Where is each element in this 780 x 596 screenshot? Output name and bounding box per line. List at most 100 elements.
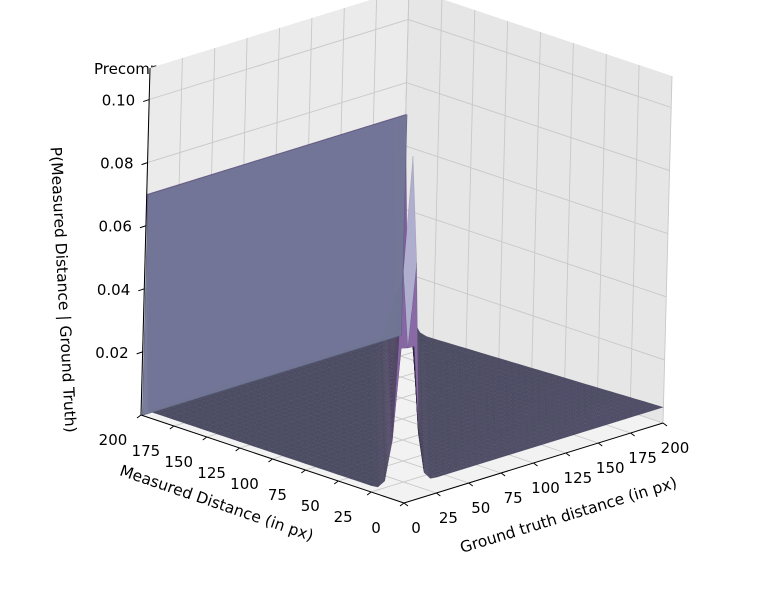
surface-patch <box>557 377 572 383</box>
surface-patch <box>355 386 370 392</box>
surface-patch <box>257 387 272 392</box>
surface-patch <box>317 432 332 437</box>
grid-line-z <box>149 19 672 108</box>
surface-patch <box>291 436 306 441</box>
surface-patch <box>564 387 579 393</box>
surface-patch <box>419 344 434 350</box>
surface-patch <box>316 411 332 416</box>
surface-patch <box>316 390 331 395</box>
surface-patch <box>369 420 384 429</box>
surface-patch <box>623 405 639 410</box>
surface-patch <box>219 416 234 421</box>
surface-patch <box>153 410 169 416</box>
x-tick <box>403 502 409 507</box>
surface-patch <box>245 429 260 434</box>
y-tick-label: 0 <box>371 519 381 537</box>
surface-patch <box>506 418 521 423</box>
surface-patch <box>558 433 574 438</box>
surface-patch <box>219 420 234 425</box>
surface-patch <box>370 460 385 471</box>
surface-patch <box>289 377 305 382</box>
surface-patch <box>206 428 221 434</box>
surface-patch <box>336 405 351 410</box>
x-tick <box>468 482 474 487</box>
surface-patch <box>368 384 383 392</box>
z-tick <box>141 162 148 166</box>
x-tick-label: 75 <box>504 489 523 507</box>
surface-patch <box>480 419 495 424</box>
surface-patch <box>244 408 260 413</box>
surface-patch <box>257 408 273 413</box>
surface-patch <box>571 425 587 430</box>
surface-patch <box>336 413 351 419</box>
surface-patch <box>367 355 383 362</box>
surface-patch <box>310 413 325 418</box>
surface-patch <box>565 419 580 424</box>
surface-patch <box>610 417 626 422</box>
surface-patch <box>532 410 547 415</box>
surface-patch <box>433 365 448 370</box>
surface-patch <box>173 417 188 423</box>
y-tick <box>366 491 372 496</box>
surface-patch <box>315 365 330 370</box>
surface-patch <box>330 457 346 463</box>
surface-patch <box>571 409 586 414</box>
surface-patch <box>443 469 457 474</box>
surface-patch <box>304 461 320 467</box>
surface-patch <box>584 401 599 406</box>
surface-patch <box>315 377 331 383</box>
surface-patch <box>257 383 272 388</box>
surface-patch <box>337 472 353 478</box>
z-tick <box>143 99 150 103</box>
surface-patch <box>278 440 293 445</box>
surface-patch <box>629 403 645 408</box>
surface-patch <box>564 383 579 389</box>
surface-patch <box>571 413 587 418</box>
surface-patch <box>369 444 384 454</box>
surface-patch <box>616 395 632 400</box>
surface-patch <box>570 389 586 395</box>
surface-patch <box>623 397 638 402</box>
z-tick <box>139 225 147 229</box>
surface-patch <box>441 436 456 442</box>
surface-patch <box>257 404 273 409</box>
surface-patch <box>252 443 267 449</box>
surface-patch <box>330 449 346 454</box>
surface-patch <box>199 426 215 431</box>
surface-patch <box>344 474 359 480</box>
surface-patch <box>309 392 325 397</box>
surface-patch <box>487 444 502 449</box>
surface-patch <box>552 435 568 440</box>
surface-patch <box>591 423 606 428</box>
y-tick-label: 100 <box>230 475 259 493</box>
x-tick-label: 175 <box>628 449 657 467</box>
surface-patch <box>369 416 384 425</box>
surface-patch <box>377 437 393 488</box>
y-tick-label: 75 <box>268 486 287 504</box>
surface-patch <box>375 367 390 396</box>
surface-patch <box>597 401 612 406</box>
surface-patch <box>218 399 233 404</box>
surface-patch <box>309 388 325 393</box>
surface-patch <box>436 465 450 470</box>
surface-patch <box>537 371 553 377</box>
surface-patch <box>258 416 273 422</box>
surface-patch <box>643 407 658 412</box>
surface-patch <box>539 431 554 436</box>
surface-patch <box>329 386 344 391</box>
surface-patch <box>342 403 357 408</box>
surface-patch <box>218 407 234 413</box>
z-axis-label: P(Measured Distance | Ground Truth) <box>47 146 80 433</box>
surface-patch <box>441 452 457 457</box>
surface-patch <box>356 437 371 442</box>
surface-patch <box>427 408 443 414</box>
z-tick-label: 0.04 <box>97 281 130 299</box>
surface-patch <box>440 412 456 417</box>
surface-patch <box>304 444 319 450</box>
surface-patch <box>361 384 377 390</box>
surface-patch <box>310 409 325 414</box>
z-tick-label: 0.08 <box>100 155 133 173</box>
surface-patch <box>531 393 547 399</box>
surface-patch <box>440 408 456 413</box>
surface-patch <box>369 436 384 446</box>
